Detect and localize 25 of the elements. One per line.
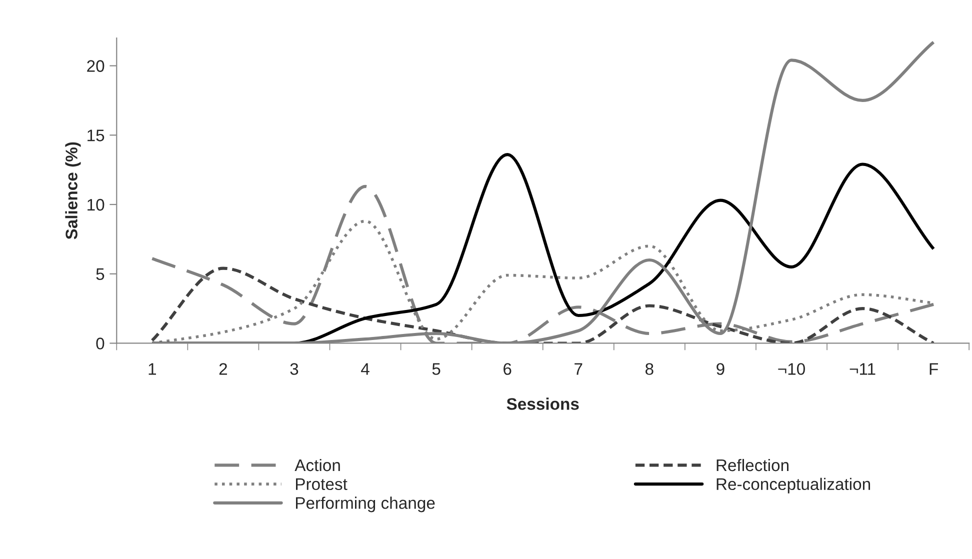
- x-tick-label: 8: [646, 363, 654, 375]
- x-tick-label: 4: [361, 363, 370, 375]
- x-tick-label: 9: [716, 363, 724, 375]
- legend-label: Action: [294, 458, 340, 472]
- y-tick-label: 10: [88, 198, 104, 211]
- x-tick-label: 2: [219, 363, 227, 375]
- legend-label: Reflection: [716, 458, 788, 472]
- x-tick-label: 1: [148, 363, 156, 375]
- legend-label: Protest: [296, 478, 348, 490]
- x-tick-label: F: [930, 363, 938, 375]
- x-axis-title: Sessions: [506, 398, 579, 410]
- y-axis-title: Salience (%): [65, 142, 81, 240]
- y-tick-label: 0: [96, 338, 104, 350]
- legend-label: Re-conceptualization: [716, 478, 870, 494]
- x-tick-label: 5: [432, 363, 440, 375]
- x-tick-label: ¬10: [778, 363, 805, 375]
- x-tick-label: ¬11: [850, 363, 876, 375]
- legend-label: Performing change: [296, 496, 435, 512]
- y-tick-label: 15: [88, 130, 104, 142]
- x-tick-label: 7: [574, 363, 582, 375]
- y-tick-label: 5: [96, 268, 104, 280]
- line-series: [150, 266, 936, 344]
- y-tick-label: 20: [87, 60, 104, 72]
- x-tick-label: 3: [290, 363, 298, 375]
- x-tick-label: 6: [504, 363, 512, 375]
